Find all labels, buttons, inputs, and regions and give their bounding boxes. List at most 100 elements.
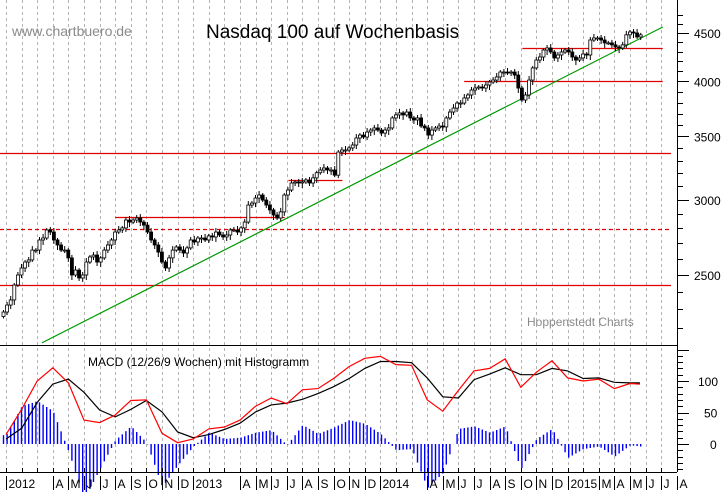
candle xyxy=(592,33,596,43)
candle-body xyxy=(411,117,416,121)
candle xyxy=(602,36,607,48)
candle xyxy=(588,37,593,60)
candle-body xyxy=(95,254,99,263)
candle xyxy=(257,191,262,204)
candle xyxy=(520,86,524,103)
candle-body xyxy=(77,269,81,279)
candle-body xyxy=(199,237,204,240)
candle-body xyxy=(156,244,161,253)
candle-body xyxy=(494,76,499,81)
candle xyxy=(102,247,107,260)
candle-body xyxy=(581,53,585,59)
candle-body xyxy=(433,127,438,131)
candle-body xyxy=(422,125,427,129)
candle-body xyxy=(357,134,362,139)
candle xyxy=(343,145,348,155)
candle xyxy=(239,225,244,237)
candle xyxy=(26,256,31,268)
candle-body xyxy=(285,189,290,196)
candle xyxy=(401,110,406,120)
candle-body xyxy=(80,274,85,279)
candle xyxy=(116,225,121,235)
candle-body xyxy=(91,254,96,258)
candle-body xyxy=(318,169,323,174)
chart-title: Nasdaq 100 auf Wochenbasis xyxy=(206,22,459,43)
candle xyxy=(23,260,28,272)
signal-line xyxy=(5,360,640,440)
candle-body xyxy=(174,246,179,251)
candle xyxy=(422,124,427,131)
candle xyxy=(98,255,103,268)
candle-body xyxy=(401,112,406,116)
candle xyxy=(613,40,618,51)
candle-body xyxy=(242,221,247,229)
candle xyxy=(170,246,175,263)
candle-body xyxy=(19,267,24,276)
candle-body xyxy=(221,234,226,238)
candle xyxy=(339,146,344,157)
candle xyxy=(113,229,117,245)
candle xyxy=(5,302,9,316)
candle xyxy=(350,142,355,151)
candle-body xyxy=(404,111,409,116)
candle xyxy=(73,266,78,277)
candle xyxy=(77,268,81,281)
candle-body xyxy=(1,311,6,317)
candle-body xyxy=(476,86,481,89)
candle-body xyxy=(102,249,107,259)
candle xyxy=(595,35,600,41)
candles xyxy=(1,28,643,319)
candle-body xyxy=(88,256,92,263)
candle xyxy=(181,246,186,258)
candle xyxy=(386,123,391,136)
candle xyxy=(411,115,416,124)
candle-body xyxy=(293,181,298,184)
candle xyxy=(84,258,89,280)
candle-body xyxy=(523,94,528,101)
candle-body xyxy=(520,87,524,101)
candle xyxy=(541,47,546,62)
candle xyxy=(505,68,510,76)
candle-body xyxy=(437,125,442,129)
candle-body xyxy=(73,269,78,276)
y-tick-label: 3000 xyxy=(694,194,721,208)
candle xyxy=(152,237,157,249)
candle-body xyxy=(159,251,164,263)
candle xyxy=(419,113,424,129)
candle-body xyxy=(55,239,60,246)
x-tick-label: A xyxy=(56,477,64,491)
candle xyxy=(545,45,549,55)
candle xyxy=(300,177,305,188)
candle xyxy=(458,100,463,109)
candle xyxy=(437,123,442,131)
candle xyxy=(599,34,603,45)
candle xyxy=(538,53,542,64)
candle-body xyxy=(253,197,258,204)
x-tick-label: S xyxy=(508,477,516,491)
candle xyxy=(368,128,373,137)
macd-panel xyxy=(2,355,642,492)
candle-body xyxy=(498,71,503,78)
candle xyxy=(192,235,197,245)
candle xyxy=(552,50,557,61)
candle-body xyxy=(195,237,200,243)
candle-body xyxy=(5,304,9,313)
candle xyxy=(264,197,269,209)
candle-body xyxy=(635,32,639,38)
candle-body xyxy=(34,249,38,252)
candle xyxy=(498,70,503,81)
candle-body xyxy=(602,39,607,44)
candle-body xyxy=(588,39,593,56)
candle-body xyxy=(624,34,629,46)
candle xyxy=(34,248,38,254)
candle xyxy=(228,227,233,241)
candle-body xyxy=(408,111,413,119)
candle xyxy=(246,201,251,225)
x-tick-label: D xyxy=(181,477,190,491)
source-label: Hoppenstedt Charts xyxy=(527,315,634,329)
candle-body xyxy=(52,231,56,241)
x-tick-label: A xyxy=(118,477,126,491)
candle-body xyxy=(429,129,434,136)
candle xyxy=(617,44,621,54)
